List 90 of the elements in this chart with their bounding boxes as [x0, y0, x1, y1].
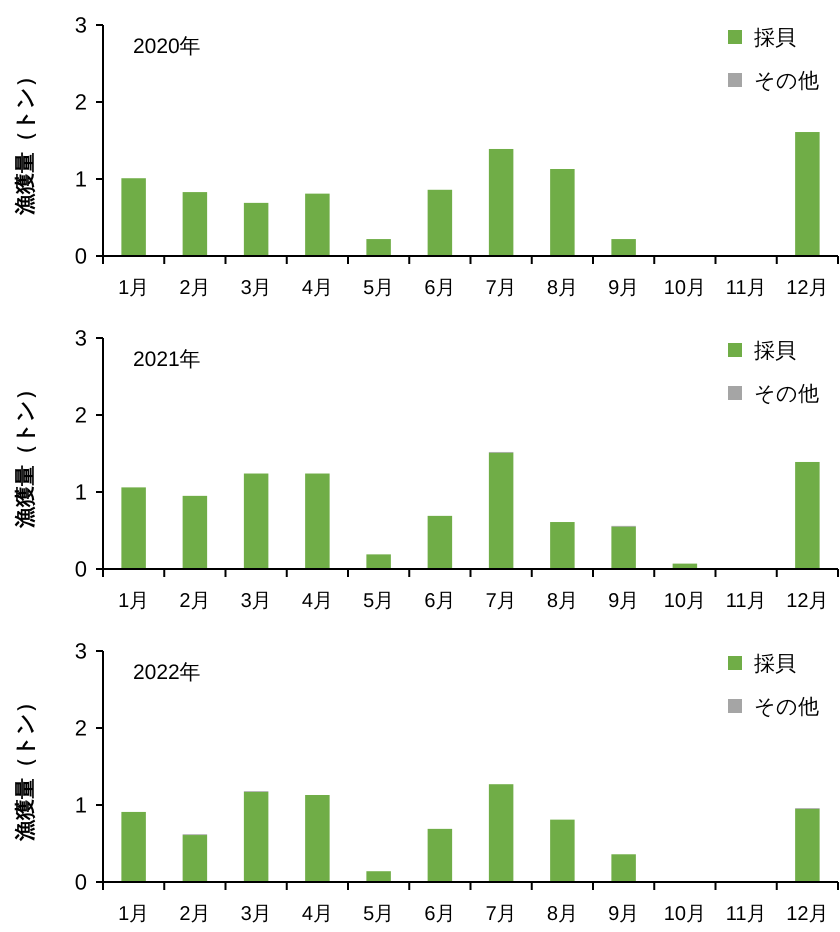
- x-tick-label: 2月: [179, 590, 210, 612]
- y-tick-label: 2: [74, 90, 87, 115]
- x-tick-label: 6月: [424, 590, 456, 612]
- x-tick-label: 11月: [726, 590, 767, 612]
- bar: [121, 487, 146, 569]
- x-tick-label: 5月: [363, 903, 394, 925]
- x-tick-label: 12月: [786, 903, 828, 925]
- legend-label: 採貝: [754, 26, 796, 50]
- x-tick-label: 8月: [546, 590, 578, 612]
- bar: [428, 828, 452, 882]
- bar: [795, 132, 820, 256]
- y-tick-label: 2: [74, 716, 87, 741]
- bar: [121, 812, 146, 882]
- bar: [244, 474, 268, 569]
- legend-label: 採貝: [754, 652, 796, 676]
- x-tick-label: 8月: [546, 277, 578, 299]
- x-tick-label: 9月: [608, 903, 640, 925]
- text: 2022年: [133, 661, 201, 684]
- bar: [244, 792, 268, 882]
- x-tick-label: 3月: [240, 277, 272, 299]
- bar: [488, 784, 514, 882]
- x-tick-label: 6月: [424, 903, 456, 925]
- y-tick-label: 3: [74, 326, 87, 351]
- legend-label: 採貝: [754, 339, 796, 362]
- x-tick-label: 10月: [664, 590, 706, 612]
- x-tick-label: 8月: [546, 903, 578, 925]
- bar: [795, 462, 820, 569]
- text: 2021年: [133, 348, 201, 371]
- x-tick-label: 10月: [664, 277, 706, 299]
- x-tick-label: 2月: [179, 903, 210, 925]
- bar: [488, 148, 514, 256]
- x-tick-label: 12月: [786, 277, 828, 299]
- x-tick-label: 11月: [726, 903, 767, 925]
- y-tick-label: 0: [74, 556, 87, 582]
- x-tick-label: 1月: [118, 277, 150, 299]
- x-tick-label: 5月: [363, 277, 394, 299]
- x-tick-label: 9月: [608, 277, 640, 299]
- x-tick-label: 2月: [179, 277, 210, 299]
- y-tick-label: 3: [74, 638, 87, 664]
- x-tick-label: 4月: [302, 590, 333, 612]
- bar: [428, 516, 452, 569]
- text: 2020年: [133, 35, 201, 58]
- bar: [611, 239, 636, 256]
- bar: [182, 192, 208, 256]
- bar: [795, 808, 820, 882]
- x-tick-label: 3月: [240, 903, 272, 925]
- x-tick-label: 9月: [608, 590, 640, 612]
- bar: [611, 526, 636, 569]
- bar: [550, 168, 575, 256]
- bar: [182, 835, 208, 882]
- legend-label: その他: [754, 382, 819, 406]
- x-tick-label: 6月: [424, 277, 456, 299]
- legend-label: その他: [754, 69, 819, 92]
- x-tick-label: 3月: [240, 590, 272, 612]
- x-tick-label: 11月: [726, 277, 767, 299]
- x-tick-label: 12月: [786, 590, 828, 612]
- x-tick-label: 4月: [302, 277, 333, 299]
- bar: [366, 554, 391, 569]
- bar: [550, 522, 575, 569]
- x-tick-label: 4月: [302, 903, 333, 925]
- y-tick-label: 2: [74, 402, 87, 428]
- x-tick-label: 7月: [486, 590, 517, 612]
- bar: [428, 190, 452, 256]
- y-axis-title: 漁獲量（トン）: [14, 692, 37, 842]
- x-tick-label: 7月: [486, 277, 517, 299]
- bar: [366, 239, 391, 256]
- bar: [488, 452, 514, 569]
- x-tick-label: 1月: [118, 590, 150, 612]
- bar: [550, 820, 575, 882]
- bar: [305, 474, 330, 569]
- bar: [611, 854, 636, 882]
- y-tick-label: 1: [74, 166, 87, 192]
- x-tick-label: 7月: [486, 903, 517, 925]
- bar: [182, 496, 208, 569]
- y-tick-label: 0: [74, 870, 87, 895]
- y-tick-label: 3: [74, 12, 87, 38]
- bar: [366, 871, 391, 882]
- y-tick-label: 0: [74, 244, 87, 269]
- bar: [121, 178, 146, 256]
- x-tick-label: 10月: [664, 903, 706, 925]
- y-tick-label: 1: [74, 792, 87, 818]
- bar: [305, 194, 330, 256]
- x-tick-label: 5月: [363, 590, 394, 612]
- bar: [244, 202, 268, 256]
- y-axis-title: 漁獲量（トン）: [14, 66, 37, 216]
- legend-label: その他: [754, 695, 819, 718]
- y-tick-label: 1: [74, 480, 87, 505]
- bar: [305, 794, 330, 882]
- y-axis-title: 漁獲量（トン）: [14, 379, 37, 529]
- x-tick-label: 1月: [118, 903, 150, 925]
